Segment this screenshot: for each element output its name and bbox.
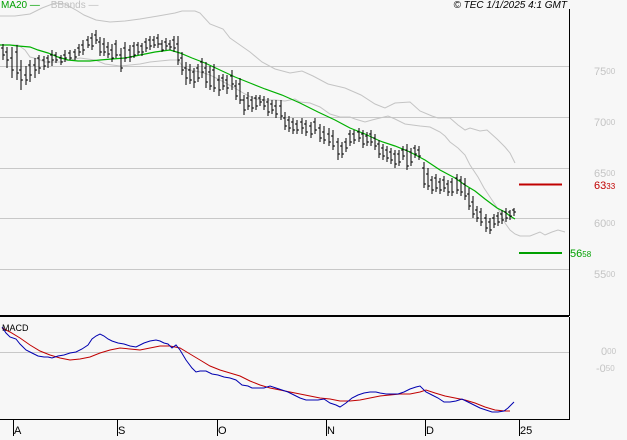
chart-legend: MA20 — BBands — (1, 0, 99, 11)
x-label-2025: 25 (520, 425, 533, 437)
x-label-dec: D (426, 425, 434, 437)
legend-bbands-swatch: — (85, 0, 99, 11)
price-axis-label-6500: 6500 (594, 168, 616, 180)
price-axis-label-7500: 7500 (594, 66, 616, 78)
price-gridlines (0, 66, 569, 270)
support-level-label: 5658 (570, 248, 592, 260)
x-label-oct: O (218, 425, 227, 437)
x-label-sep: S (118, 425, 126, 437)
macd-line (1, 326, 515, 413)
copyright-timestamp: © TEC 1/1/2025 4:1 GMT (453, 0, 567, 11)
macd-axis-label-neg050: -050 (596, 363, 615, 375)
macd-axis-label-0: 000 (601, 346, 617, 358)
price-axis-label-6000: 6000 (594, 218, 616, 230)
price-axis-label-5500: 5500 (594, 269, 616, 281)
macd-title: MACD (2, 323, 29, 333)
macd-signal-line (1, 327, 510, 412)
bband-upper-line (0, 2, 516, 164)
price-axis-label-7000: 7000 (594, 117, 616, 129)
x-label-nov: N (327, 425, 335, 437)
ma20-line (0, 44, 516, 220)
x-label-aug: A (14, 425, 22, 437)
legend-ma20: MA20 (1, 0, 28, 11)
price-bars (1, 30, 516, 234)
legend-bbands: BBands (50, 0, 86, 11)
resistance-level-label: 6333 (594, 180, 616, 192)
bband-lower-line (0, 44, 566, 237)
x-axis-ticks (13, 420, 520, 436)
legend-ma20-swatch: — (27, 0, 40, 11)
